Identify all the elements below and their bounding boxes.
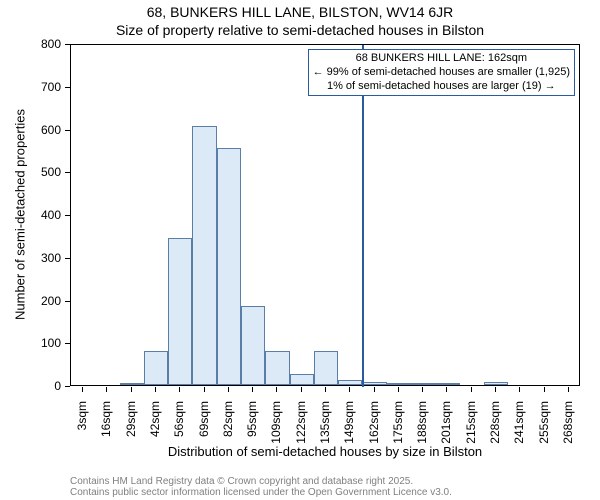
x-tick [544, 387, 545, 392]
histogram-bar [120, 383, 144, 385]
histogram-bar [168, 238, 192, 385]
y-tick-label: 600 [0, 123, 61, 137]
x-tick-label: 228sqm [488, 401, 502, 451]
plot-area: 68 BUNKERS HILL LANE: 162sqm← 99% of sem… [70, 44, 580, 386]
x-tick [155, 387, 156, 392]
y-tick-label: 400 [0, 208, 61, 222]
x-tick-label: 255sqm [537, 401, 551, 451]
annotation-box: 68 BUNKERS HILL LANE: 162sqm← 99% of sem… [308, 49, 575, 96]
histogram-bar [484, 382, 508, 385]
x-tick [228, 387, 229, 392]
x-tick [82, 387, 83, 392]
histogram-bar [435, 383, 459, 385]
x-tick-label: 162sqm [367, 401, 381, 451]
histogram-bar [144, 351, 168, 385]
annotation-line: ← 99% of semi-detached houses are smalle… [313, 66, 570, 80]
x-tick-label: 122sqm [294, 401, 308, 451]
x-tick-label: 201sqm [439, 401, 453, 451]
x-tick-label: 95sqm [245, 401, 259, 451]
chart-root: 68, BUNKERS HILL LANE, BILSTON, WV14 6JR… [0, 0, 600, 500]
x-tick-label: 215sqm [464, 401, 478, 451]
x-tick-label: 42sqm [148, 401, 162, 451]
x-tick [252, 387, 253, 392]
annotation-line: 1% of semi-detached houses are larger (1… [313, 80, 570, 94]
chart-title-line2: Size of property relative to semi-detach… [0, 22, 600, 38]
x-tick [374, 387, 375, 392]
x-tick [568, 387, 569, 392]
x-tick [349, 387, 350, 392]
x-tick-label: 29sqm [124, 401, 138, 451]
histogram-bar [338, 380, 362, 385]
y-tick [65, 386, 70, 387]
x-tick-label: 69sqm [197, 401, 211, 451]
x-tick-label: 82sqm [221, 401, 235, 451]
x-tick [446, 387, 447, 392]
histogram-bar [192, 126, 216, 385]
x-tick-label: 175sqm [391, 401, 405, 451]
reference-line [362, 45, 364, 387]
histogram-bar [290, 374, 314, 385]
y-tick-label: 800 [0, 37, 61, 51]
y-tick-label: 500 [0, 165, 61, 179]
x-tick-label: 3sqm [75, 401, 89, 451]
x-tick [398, 387, 399, 392]
x-tick-label: 188sqm [415, 401, 429, 451]
histogram-bar [241, 306, 265, 385]
x-tick-label: 56sqm [172, 401, 186, 451]
y-tick-label: 200 [0, 294, 61, 308]
x-tick [495, 387, 496, 392]
y-tick-label: 700 [0, 80, 61, 94]
x-tick-label: 16sqm [99, 401, 113, 451]
x-tick [179, 387, 180, 392]
x-tick [204, 387, 205, 392]
x-tick [471, 387, 472, 392]
histogram-bar [265, 351, 289, 385]
x-tick-label: 268sqm [561, 401, 575, 451]
histogram-bar [217, 148, 241, 385]
footnote: Contains HM Land Registry data © Crown c… [70, 476, 452, 498]
x-tick [131, 387, 132, 392]
x-tick-label: 135sqm [318, 401, 332, 451]
x-tick [301, 387, 302, 392]
histogram-bar [362, 382, 386, 385]
x-tick [422, 387, 423, 392]
y-tick-label: 0 [0, 379, 61, 393]
annotation-line: 68 BUNKERS HILL LANE: 162sqm [313, 52, 570, 66]
x-tick-label: 109sqm [269, 401, 283, 451]
x-tick [106, 387, 107, 392]
x-tick [519, 387, 520, 392]
x-tick-label: 149sqm [342, 401, 356, 451]
histogram-bar [411, 383, 435, 385]
x-tick-label: 241sqm [512, 401, 526, 451]
y-tick-label: 100 [0, 336, 61, 350]
x-tick [325, 387, 326, 392]
histogram-bar [387, 383, 411, 385]
histogram-bar [314, 351, 338, 385]
chart-title-line1: 68, BUNKERS HILL LANE, BILSTON, WV14 6JR [0, 4, 600, 20]
x-tick [276, 387, 277, 392]
y-tick-label: 300 [0, 251, 61, 265]
